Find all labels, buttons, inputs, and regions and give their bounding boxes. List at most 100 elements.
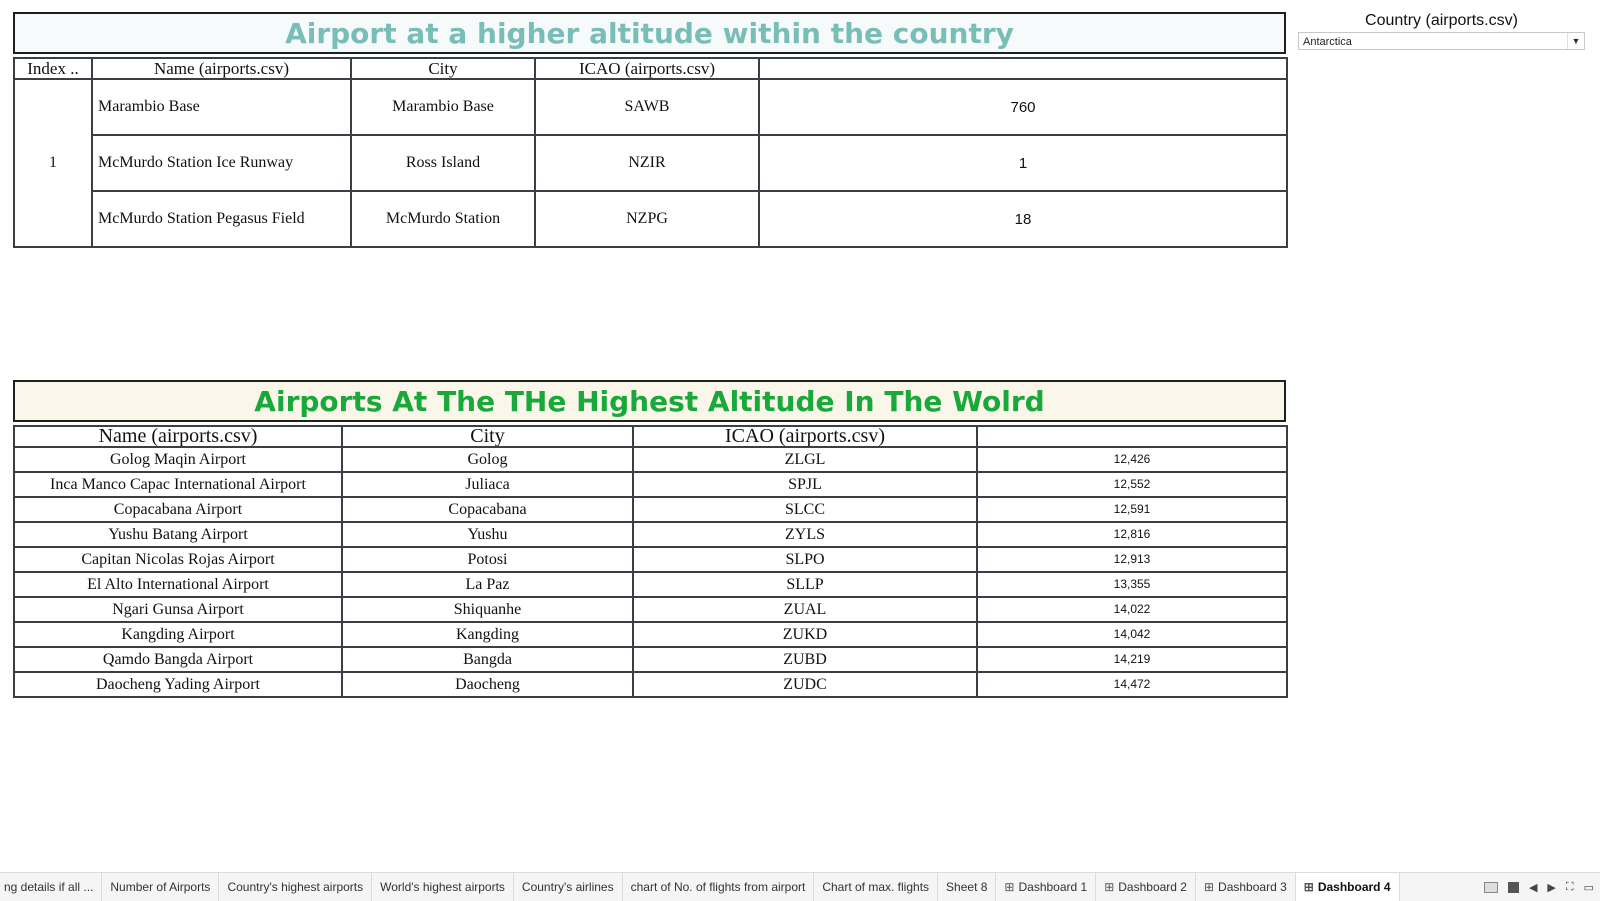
table-row[interactable]: Kangding Airport Kangding ZUKD 14,042 [13,621,1288,648]
table-header-row: Name (airports.csv) City ICAO (airports.… [13,425,1288,448]
chevron-down-icon[interactable]: ▼ [1567,33,1584,49]
icao-cell: ZLGL [632,446,978,473]
altitude-cell: 12,591 [976,496,1288,523]
icao-cell: ZUAL [632,596,978,623]
col-header-altitude[interactable] [976,425,1288,448]
country-dropdown[interactable]: Antarctica ▼ [1298,32,1585,50]
name-cell: Daocheng Yading Airport [13,671,343,698]
tab-label: Dashboard 4 [1317,880,1391,894]
tab-label: Dashboard 1 [1018,880,1088,894]
table-row[interactable]: McMurdo Station Ice Runway Ross Island N… [14,134,1288,192]
dashboard-icon: ⊞ [1303,880,1314,894]
city-cell: Daocheng [341,671,634,698]
scroll-right-icon[interactable]: ▶ [1547,881,1556,894]
icao-cell: NZIR [534,134,760,192]
table-row[interactable]: Capitan Nicolas Rojas Airport Potosi SLPO 1… [13,546,1288,573]
table-row[interactable]: McMurdo Station Pegasus Field McMurdo St… [14,190,1288,248]
table-row[interactable]: Golog Maqin Airport Golog ZLGL 12,426 [13,446,1288,473]
icao-cell: ZYLS [632,521,978,548]
altitude-cell: 12,552 [976,471,1288,498]
tab-dashboard-3[interactable]: ⊞ Dashboard 3 [1196,873,1296,901]
col-header-icao[interactable]: ICAO (airports.csv) [632,425,978,448]
scroll-left-icon[interactable]: ◀ [1528,881,1538,894]
icao-cell: SLLP [632,571,978,598]
icao-cell: SAWB [534,78,760,136]
col-header-index[interactable]: Index .. [13,57,93,80]
table-row[interactable]: 1 Marambio Base Marambio Base SAWB 760 [13,78,1288,248]
presentation-icon[interactable]: ▭ [1583,881,1594,894]
city-cell: Yushu [341,521,634,548]
icao-cell: ZUDC [632,671,978,698]
city-cell: Juliaca [341,471,634,498]
table-row[interactable]: Daocheng Yading Airport Daocheng ZUDC 14,47… [13,671,1288,698]
name-cell: Capitan Nicolas Rojas Airport [13,546,343,573]
tab-dashboard-4[interactable]: ⊞ Dashboard 4 [1295,873,1400,901]
icao-cell: ZUBD [632,646,978,673]
city-cell: Kangding [341,621,634,648]
tab-dashboard-2[interactable]: ⊞ Dashboard 2 [1096,873,1196,901]
tab-label: Country's airlines [521,880,614,894]
table-row[interactable]: El Alto International Airport La Paz SLLP 1… [13,571,1288,598]
tab-worlds-highest-airports[interactable]: World's highest airports [372,873,514,901]
index-cell: 1 [13,78,93,248]
col-header-icao[interactable]: ICAO (airports.csv) [534,57,760,80]
tab-countrys-airlines[interactable]: Country's airlines [514,873,623,901]
world-highest-table: Name (airports.csv) City ICAO (airports.… [13,425,1288,698]
altitude-cell: 12,426 [976,446,1288,473]
tab-chart-max-flights[interactable]: Chart of max. flights [814,873,939,901]
tab-label: ng details if all ... [4,880,94,894]
city-cell: Copacabana [341,496,634,523]
tab-dashboard-1[interactable]: ⊞ Dashboard 1 [996,873,1097,901]
altitude-cell: 13,355 [976,571,1288,598]
tab-sheet-8[interactable]: Sheet 8 [938,873,997,901]
altitude-cell: 1 [758,134,1288,192]
col-header-altitude[interactable] [758,57,1288,80]
city-cell: Shiquanhe [341,596,634,623]
fullscreen-icon[interactable]: ⛶ [1565,880,1574,893]
tab-number-of-airports[interactable]: Number of Airports [102,873,220,901]
city-cell: Ross Island [350,134,536,192]
show-filmstrip-icon[interactable] [1483,881,1498,893]
altitude-cell: 760 [758,78,1288,136]
altitude-cell: 14,042 [976,621,1288,648]
city-cell: McMurdo Station [350,190,536,248]
altitude-cell: 14,219 [976,646,1288,673]
icao-cell: ZUKD [632,621,978,648]
tab-label: Sheet 8 [946,880,988,894]
tab-chart-flights-from-airport[interactable]: chart of No. of flights from airport [623,873,815,901]
name-cell: Golog Maqin Airport [13,446,343,473]
city-cell: La Paz [341,571,634,598]
country-dropdown-value: Antarctica [1303,36,1352,48]
table-row[interactable]: Inca Manco Capac International Airport Ju… [13,471,1288,498]
country-highest-table: Index .. Name (airports.csv) City ICAO (… [13,57,1288,248]
icao-cell: NZPG [534,190,760,248]
icao-cell: SPJL [632,471,978,498]
altitude-cell: 12,816 [976,521,1288,548]
icao-cell: SLCC [632,496,978,523]
tab-label: Country's highest airports [227,880,364,894]
table-row[interactable]: Copacabana Airport Copacabana SLCC 12,591 [13,496,1288,523]
col-header-city[interactable]: City [341,425,634,448]
name-cell: Ngari Gunsa Airport [13,596,343,623]
tab-sheet-details[interactable]: ng details if all ... [0,873,103,901]
table-row[interactable]: Qamdo Bangda Airport Bangda ZUBD 14,219 [13,646,1288,673]
col-header-city[interactable]: City [350,57,536,80]
world-highest-title: Airports At The THe Highest Altitude In … [13,380,1286,422]
country-filter-label: Country (airports.csv) [1365,12,1518,29]
table-row[interactable]: Ngari Gunsa Airport Shiquanhe ZUAL 14,022 [13,596,1288,623]
city-cell: Golog [341,446,634,473]
tab-label: Number of Airports [110,880,211,894]
name-cell: McMurdo Station Pegasus Field [91,190,352,248]
tab-label: Chart of max. flights [822,880,930,894]
table-row[interactable]: Yushu Batang Airport Yushu ZYLS 12,816 [13,521,1288,548]
col-header-name[interactable]: Name (airports.csv) [91,57,352,80]
name-cell: Marambio Base [91,78,352,136]
altitude-cell: 14,022 [976,596,1288,623]
name-cell: Qamdo Bangda Airport [13,646,343,673]
tab-countrys-highest-airports[interactable]: Country's highest airports [219,873,373,901]
sheet-tab-bar: ng details if all ... Number of Airports… [0,872,1600,901]
show-tabs-icon[interactable] [1507,881,1519,893]
col-header-name[interactable]: Name (airports.csv) [13,425,343,448]
name-cell: El Alto International Airport [13,571,343,598]
tab-bar-controls: ◀ ▶ ⛶ ▭ [1483,873,1594,901]
